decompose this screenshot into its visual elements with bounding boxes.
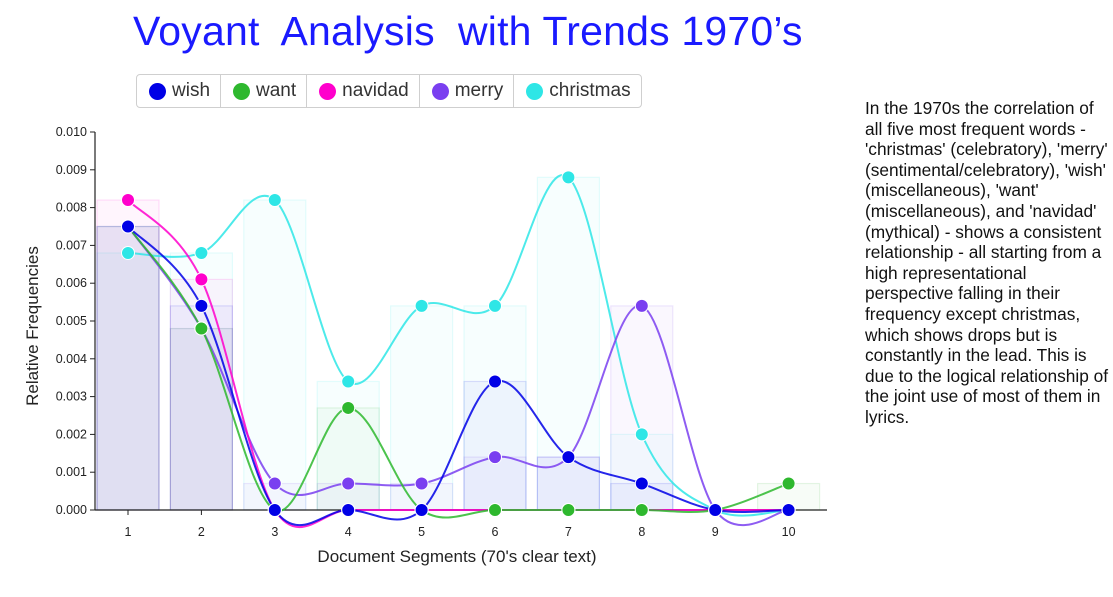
legend-swatch-icon xyxy=(526,82,544,100)
legend-item-want[interactable]: want xyxy=(221,75,308,107)
legend-swatch-icon xyxy=(431,82,449,100)
legend-label: navidad xyxy=(342,80,409,101)
legend-item-merry[interactable]: merry xyxy=(420,75,515,107)
point-wish-7 xyxy=(561,450,576,465)
bar-merry-6 xyxy=(463,456,527,511)
y-tick-label: 0.004 xyxy=(56,352,87,366)
y-tick-label: 0.008 xyxy=(56,201,87,215)
point-wish-6 xyxy=(488,374,502,389)
bar-wish-7 xyxy=(536,456,601,511)
point-wish-9 xyxy=(708,503,723,517)
x-tick-label: 3 xyxy=(271,525,278,539)
x-axis-label: Document Segments (70's clear text) xyxy=(317,547,596,566)
point-want-8 xyxy=(634,503,649,517)
y-tick-label: 0.002 xyxy=(56,427,87,441)
x-tick-label: 4 xyxy=(345,525,352,539)
series-line-wish xyxy=(127,225,789,527)
chart-area: 0.000 0.001 0.002 0.003 0.004 0.005 0.006 0.007… xyxy=(23,125,827,566)
point-want-10 xyxy=(781,476,796,491)
bar-merry-8 xyxy=(610,305,674,511)
point-navidad-1 xyxy=(121,193,135,208)
point-christmas-6 xyxy=(488,298,502,313)
legend-swatch-icon xyxy=(233,82,251,100)
legend-label: want xyxy=(256,80,297,101)
legend-item-wish[interactable]: wish xyxy=(137,75,222,107)
point-wish-1 xyxy=(121,219,135,234)
y-tick-label: 0.010 xyxy=(56,125,87,139)
point-merry-3 xyxy=(267,476,282,491)
point-wish-8 xyxy=(634,476,649,491)
bar-wish-1 xyxy=(96,225,160,511)
y-tick-label: 0.001 xyxy=(56,465,87,479)
y-axis-label: Relative Frequencies xyxy=(23,246,42,406)
point-christmas-1 xyxy=(121,245,135,260)
point-wish-3 xyxy=(267,503,282,517)
bar-merry-1 xyxy=(96,225,160,511)
series-line-christmas xyxy=(127,173,789,517)
series-line-merry xyxy=(127,225,789,527)
y-tick-label: 0.003 xyxy=(56,390,87,404)
y-tick-label: 0.007 xyxy=(56,238,87,252)
x-tick-label: 1 xyxy=(125,525,132,539)
bar-christmas-1 xyxy=(96,252,160,511)
point-want-6 xyxy=(488,503,502,517)
x-tick-label: 10 xyxy=(782,525,796,539)
point-wish-10 xyxy=(781,503,796,517)
legend-swatch-icon xyxy=(149,82,166,100)
y-tick-label: 0.009 xyxy=(56,163,87,177)
point-merry-4 xyxy=(341,476,356,491)
point-christmas-4 xyxy=(341,374,356,389)
point-christmas-7 xyxy=(561,170,576,185)
x-tick-label: 6 xyxy=(492,525,499,539)
x-tick-label: 2 xyxy=(198,525,205,539)
point-christmas-5 xyxy=(414,298,429,313)
legend-swatch-icon xyxy=(319,82,337,100)
x-tick-label: 8 xyxy=(638,525,645,539)
point-christmas-8 xyxy=(634,427,649,442)
bar-want-4 xyxy=(316,407,380,511)
point-merry-6 xyxy=(488,450,502,465)
point-merry-8 xyxy=(634,298,649,313)
point-wish-4 xyxy=(341,503,356,517)
x-tick-label: 5 xyxy=(418,525,425,539)
bar-wish-6 xyxy=(463,380,527,511)
description-text: In the 1970s the correlation of all five… xyxy=(865,98,1109,427)
legend-label: christmas xyxy=(549,80,631,101)
bar-wish-2 xyxy=(169,305,233,511)
legend-item-navidad[interactable]: navidad xyxy=(307,75,420,107)
x-tick-label: 9 xyxy=(712,525,719,539)
chart-title: Voyant Analysis with Trends 1970’s xyxy=(133,8,803,54)
x-tick-label: 7 xyxy=(565,525,572,539)
y-tick-label: 0.000 xyxy=(56,503,87,517)
point-christmas-3 xyxy=(267,193,282,208)
point-christmas-2 xyxy=(194,245,209,260)
y-tick-label: 0.006 xyxy=(56,276,87,290)
legend-label: merry xyxy=(454,80,504,101)
point-wish-2 xyxy=(194,298,209,313)
point-want-2 xyxy=(194,321,209,336)
point-want-7 xyxy=(561,503,576,517)
legend: wish want navidad merry christmas xyxy=(136,74,642,108)
series-line-want xyxy=(127,225,789,519)
point-navidad-2 xyxy=(194,272,209,287)
point-wish-5 xyxy=(414,503,429,517)
point-want-4 xyxy=(341,400,356,415)
legend-item-christmas[interactable]: christmas xyxy=(514,75,640,107)
point-merry-5 xyxy=(414,476,429,491)
y-tick-label: 0.005 xyxy=(56,314,87,328)
legend-label: wish xyxy=(172,80,211,101)
